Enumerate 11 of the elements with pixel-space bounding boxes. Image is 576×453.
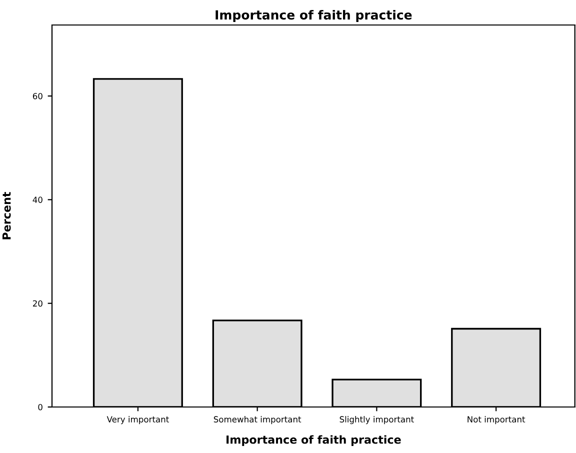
y-tick-label: 60 xyxy=(32,92,42,100)
x-tick-label: Very important xyxy=(106,416,169,424)
x-axis-title: Importance of faith practice xyxy=(226,435,401,446)
x-tick-label: Slightly important xyxy=(340,416,414,424)
chart-title: Importance of faith practice xyxy=(216,10,412,22)
y-tick-label: 20 xyxy=(32,300,42,307)
y-tick-label: 40 xyxy=(32,196,42,203)
y-tick-label: 0 xyxy=(38,404,42,410)
x-tick-label: Somewhat important xyxy=(214,416,302,424)
x-tick-label: Not important xyxy=(468,416,526,424)
y-axis-title: Percent xyxy=(2,192,11,240)
